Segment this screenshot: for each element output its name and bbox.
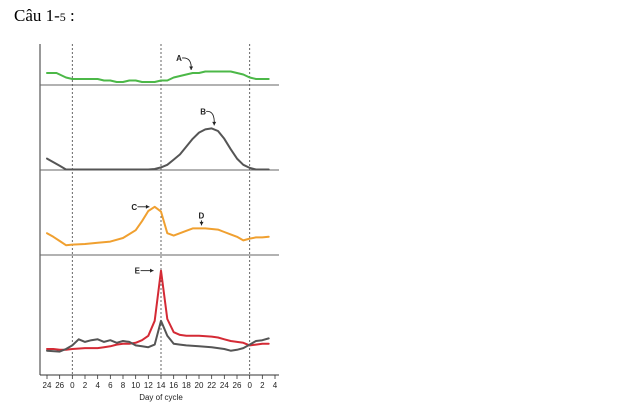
annotation-label-a: A xyxy=(176,54,182,63)
x-tick-label: 18 xyxy=(182,381,191,390)
x-axis-title: Day of cycle xyxy=(139,393,183,402)
x-tick-label: 0 xyxy=(247,381,252,390)
x-tick-label: 8 xyxy=(121,381,126,390)
question-heading-main: Câu 1- xyxy=(14,6,60,25)
annotation-label-e: E xyxy=(135,267,141,276)
x-tick-label: 20 xyxy=(195,381,204,390)
question-heading-number: 5 xyxy=(59,10,66,24)
x-tick-label: 10 xyxy=(131,381,140,390)
question-heading-suffix: : xyxy=(65,6,75,25)
x-tick-label: 4 xyxy=(273,381,278,390)
x-tick-label: 26 xyxy=(55,381,64,390)
annotation-arrowhead-e xyxy=(150,268,154,273)
series-line-a xyxy=(46,70,270,83)
annotation-arrowhead-b xyxy=(212,121,217,126)
annotation-arrow-a xyxy=(182,57,192,71)
x-tick-label: 6 xyxy=(108,381,113,390)
series-line-e xyxy=(46,269,270,351)
annotation-label-b: B xyxy=(200,107,206,116)
x-tick-label: 26 xyxy=(233,381,242,390)
annotation-arrowhead-c xyxy=(145,204,150,209)
x-tick-label: 4 xyxy=(95,381,100,390)
x-tick-label: 14 xyxy=(157,381,166,390)
series-line-c xyxy=(46,205,270,247)
series-line-panel4-2 xyxy=(46,319,270,353)
x-tick-label: 2 xyxy=(260,381,265,390)
x-tick-label: 24 xyxy=(43,381,52,390)
annotation-arrowhead-a xyxy=(189,66,194,70)
x-tick-label: 24 xyxy=(220,381,229,390)
annotation-arrowhead-d xyxy=(199,221,204,226)
annotation-label-d: D xyxy=(199,211,205,220)
annotation-label-c: C xyxy=(131,203,137,212)
x-tick-label: 2 xyxy=(83,381,88,390)
x-tick-label: 16 xyxy=(169,381,178,390)
question-heading: Câu 1-5 : xyxy=(14,6,75,26)
x-tick-label: 12 xyxy=(144,381,153,390)
x-tick-label: 22 xyxy=(207,381,216,390)
series-line-b xyxy=(46,127,270,171)
x-tick-label: 0 xyxy=(70,381,75,390)
